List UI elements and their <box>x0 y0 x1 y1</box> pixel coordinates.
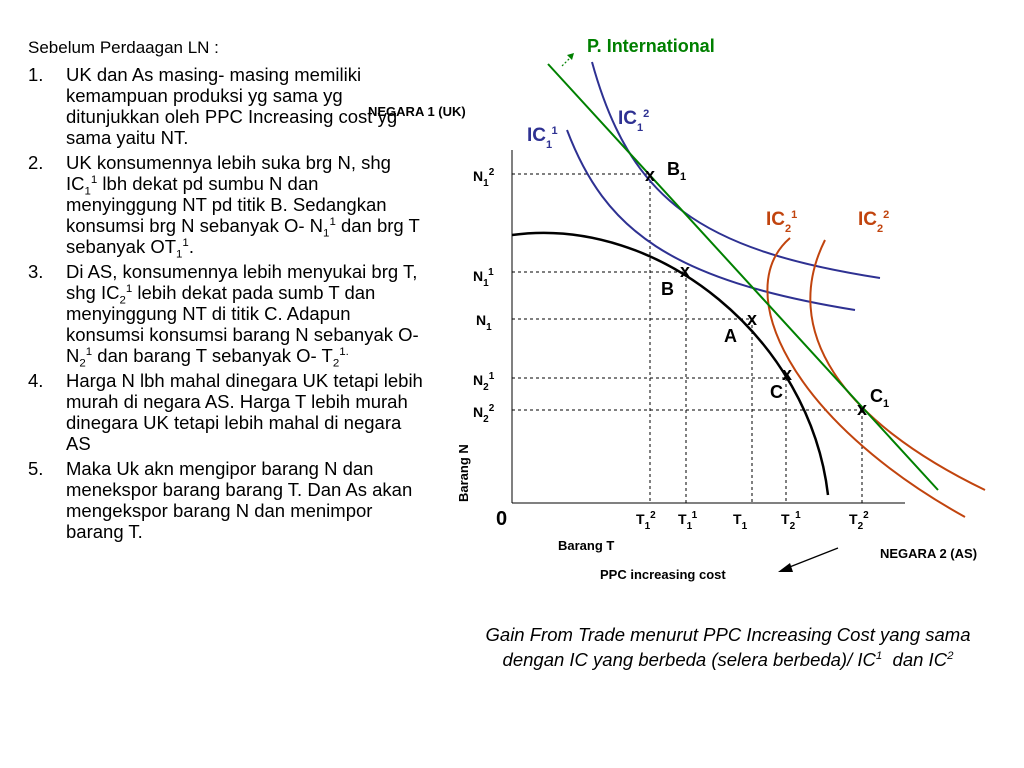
y-tick-label: N12 <box>473 167 495 189</box>
item-number: 1. <box>28 64 44 85</box>
ic1-1-label: IC11 <box>527 125 558 151</box>
y-tick-label: N21 <box>473 371 495 393</box>
x-tick-label: T12 <box>636 510 656 532</box>
country1-label: NEGARA 1 (UK) <box>368 104 466 119</box>
list-item: 4. Harga N lbh mahal dinegara UK tetapi l… <box>22 370 427 454</box>
point-marker-c1: x <box>857 399 867 419</box>
x-tick-label: T1 <box>733 511 748 532</box>
x-tick-label: T11 <box>678 510 698 532</box>
list-item: 3. Di AS, konsumennya lebih menyukai brg … <box>22 261 427 370</box>
explanation-list: 1. UK dan As masing- masing memiliki kema… <box>22 64 427 542</box>
point-label-b1: B1 <box>667 159 686 183</box>
intro-heading: Sebelum Perdaagan LN : <box>28 38 219 57</box>
point-label-b: B <box>661 279 674 299</box>
y-tick-label: N22 <box>473 403 495 425</box>
item-text: Maka Uk akn mengipor barang N dan meneks… <box>66 458 413 542</box>
explanation-panel: Sebelum Perdaagan LN : 1. UK dan As masin… <box>22 38 427 546</box>
item-number: 4. <box>28 370 44 391</box>
y-axis-label: Barang N <box>456 444 471 502</box>
guide-lines <box>512 173 863 503</box>
ic2-2-curve <box>809 239 986 491</box>
item-text: Harga N lbh mahal dinegara UK tetapi leb… <box>66 370 423 454</box>
point-marker-c: x <box>782 364 792 384</box>
point-marker-b1: x <box>645 165 655 185</box>
x-tick-label: T21 <box>781 510 801 532</box>
point-label-c1: C1 <box>870 386 889 410</box>
figure-caption: Gain From Trade menurut PPC Increasing C… <box>485 624 971 670</box>
ic1-2-curve <box>591 61 881 279</box>
ic2-2-label: IC22 <box>858 209 889 235</box>
item-number: 3. <box>28 261 44 282</box>
y-tick-label: N11 <box>473 267 494 289</box>
ic2-1-label: IC21 <box>766 209 797 235</box>
y-tick-label: N1 <box>476 312 492 333</box>
item-text: UK konsumennya lebih suka brg N, shg IC1… <box>66 152 420 261</box>
item-number: 2. <box>28 152 44 173</box>
item-text: UK dan As masing- masing memiliki kemamp… <box>66 64 398 148</box>
origin-label: 0 <box>496 508 507 530</box>
point-marker-b: x <box>680 261 690 281</box>
list-item: 1. UK dan As masing- masing memiliki kema… <box>22 64 427 148</box>
point-label-c: C <box>770 382 783 402</box>
ic1-1-curve <box>566 129 856 311</box>
title-arrowhead <box>567 53 574 60</box>
chart-title: P. International <box>587 36 715 56</box>
list-item: 2. UK konsumennya lebih suka brg N, shg I… <box>22 152 427 261</box>
item-number: 5. <box>28 458 44 479</box>
x-tick-label: T22 <box>849 510 869 532</box>
ic2-1-curve <box>766 237 966 518</box>
ppc-arrowhead <box>778 563 793 572</box>
point-marker-a: x <box>747 309 757 329</box>
list-item: 5. Maka Uk akn mengipor barang N dan mene… <box>22 458 427 542</box>
point-label-a: A <box>724 326 737 346</box>
ic1-2-label: IC12 <box>618 108 649 134</box>
ppc-arrow <box>781 547 839 571</box>
x-axis-label: Barang T <box>558 538 614 553</box>
ppc-curve <box>511 231 830 496</box>
international-price-line <box>547 63 939 491</box>
item-text: Di AS, konsumennya lebih menyukai brg T,… <box>66 261 419 370</box>
country2-label: NEGARA 2 (AS) <box>880 546 977 561</box>
ppc-label: PPC increasing cost <box>600 567 726 582</box>
